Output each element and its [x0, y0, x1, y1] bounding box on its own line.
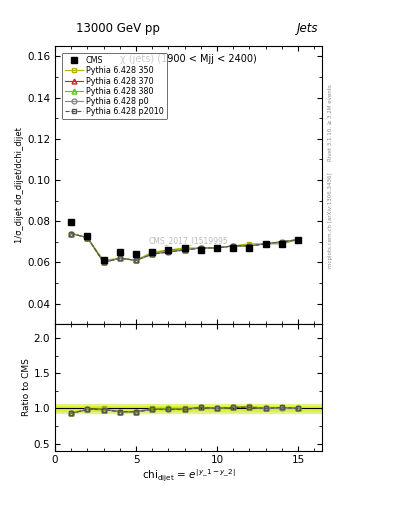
Legend: CMS, Pythia 6.428 350, Pythia 6.428 370, Pythia 6.428 380, Pythia 6.428 p0, Pyth: CMS, Pythia 6.428 350, Pythia 6.428 370,…	[62, 53, 167, 119]
Text: Rivet 3.1.10, ≥ 3.2M events: Rivet 3.1.10, ≥ 3.2M events	[328, 84, 333, 161]
Text: 13000 GeV pp: 13000 GeV pp	[76, 22, 160, 35]
Text: χ (jets) (1900 < Mjj < 2400): χ (jets) (1900 < Mjj < 2400)	[120, 54, 257, 65]
Bar	[55, 407, 322, 411]
Bar	[55, 404, 322, 413]
Y-axis label: 1/σ_dijet dσ_dijet/dchi_dijet: 1/σ_dijet dσ_dijet/dchi_dijet	[15, 127, 24, 243]
Y-axis label: Ratio to CMS: Ratio to CMS	[22, 358, 31, 416]
Text: CMS_2017_I1519995: CMS_2017_I1519995	[149, 236, 228, 245]
Text: mcplots.cern.ch [arXiv:1306.3436]: mcplots.cern.ch [arXiv:1306.3436]	[328, 173, 333, 268]
X-axis label: chi$_{\mathsf{dijet}}$ = $e^{|y\_1-y\_2|}$: chi$_{\mathsf{dijet}}$ = $e^{|y\_1-y\_2|…	[142, 468, 235, 484]
Text: Jets: Jets	[297, 22, 318, 35]
